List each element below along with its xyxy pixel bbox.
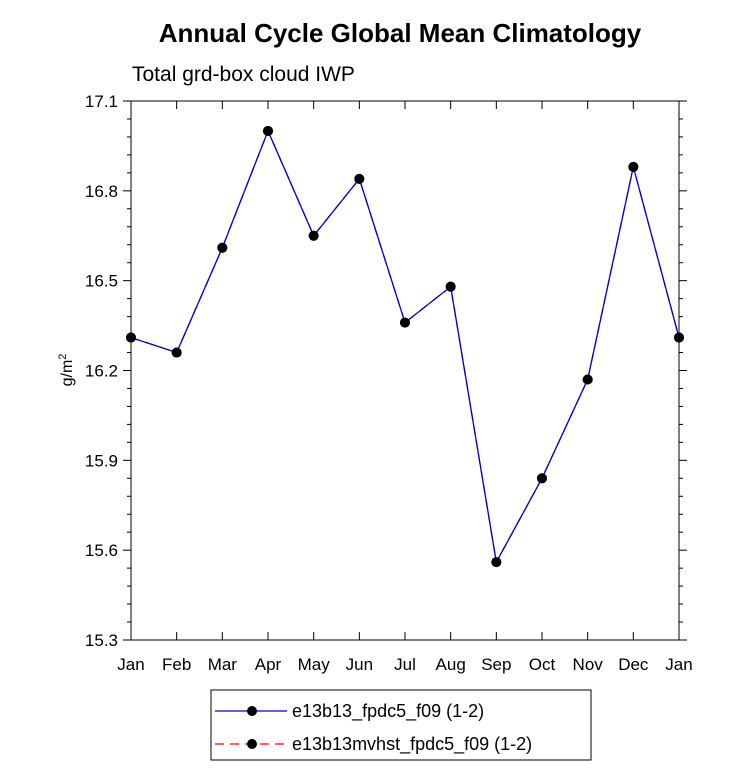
data-point: [491, 557, 502, 568]
x-tick-label: Nov: [573, 655, 604, 674]
y-tick-label: 15.9: [85, 451, 118, 470]
x-tick-label: Jan: [665, 655, 692, 674]
x-tick-label: Feb: [162, 655, 191, 674]
data-point: [674, 332, 684, 343]
data-point: [354, 173, 365, 184]
chart-subtitle: Total grd-box cloud IWP: [132, 63, 355, 86]
data-point: [628, 161, 639, 172]
x-tick-label: Dec: [618, 655, 649, 674]
y-tick-label: 16.2: [85, 362, 118, 381]
y-tick-label: 15.3: [85, 631, 118, 650]
x-tick-label: Apr: [255, 655, 282, 674]
x-tick-label: Jun: [346, 655, 373, 674]
data-point: [400, 317, 410, 328]
legend-label-1: e13b13_fpdc5_f09 (1-2): [292, 701, 484, 722]
x-tick-label: May: [298, 655, 331, 674]
x-tick-label: Jul: [394, 655, 416, 674]
legend-marker-1: [247, 706, 257, 716]
legend-label-2: e13b13mvhst_fpdc5_f09 (1-2): [292, 734, 532, 755]
legend-entry-2: e13b13mvhst_fpdc5_f09 (1-2): [215, 734, 532, 755]
legend: e13b13_fpdc5_f09 (1-2) e13b13mvhst_fpdc5…: [210, 689, 592, 761]
data-point: [263, 125, 273, 136]
y-tick-label: 17.1: [85, 92, 118, 111]
x-tick-label: Mar: [208, 655, 238, 674]
data-markers: [126, 125, 684, 568]
axis-ticks: [123, 100, 687, 641]
data-point: [217, 242, 228, 253]
y-tick-label: 16.5: [85, 272, 118, 291]
y-axis-label-base: g/m: [59, 360, 76, 387]
series-lines: [130, 129, 680, 565]
chart-title: Annual Cycle Global Mean Climatology: [159, 18, 642, 48]
series-line-1: [130, 129, 680, 565]
x-tick-label: Jan: [117, 655, 144, 674]
y-tick-label: 15.6: [85, 541, 118, 560]
data-point: [582, 374, 593, 385]
y-axis-label-superscript: 2: [57, 354, 69, 360]
y-axis-label: g/m2: [57, 354, 76, 387]
legend-entry-1: e13b13_fpdc5_f09 (1-2): [215, 701, 484, 722]
x-tick-label: Aug: [436, 655, 466, 674]
data-point: [171, 347, 182, 358]
data-point: [126, 332, 136, 343]
legend-box: [210, 689, 592, 761]
y-tick-label: 16.8: [85, 182, 118, 201]
data-point: [537, 473, 547, 484]
data-point: [445, 281, 456, 292]
x-axis-labels: Jan Feb Mar Apr May Jun Jul Aug Sep Oct Nov Dec Jan: [117, 655, 692, 674]
plot-area: Jan Feb Mar Apr May Jun Jul Aug Sep Oct Nov Dec Jan …: [85, 92, 693, 674]
x-tick-label: Sep: [481, 655, 511, 674]
legend-marker-2: [247, 739, 257, 749]
data-point: [308, 230, 319, 241]
y-axis-labels: 15.3 15.6 15.9 16.2 16.5 16.8 17.1: [85, 92, 118, 650]
series-line-2: [130, 129, 680, 565]
x-tick-label: Oct: [529, 655, 556, 674]
plot-frame: [130, 100, 680, 641]
